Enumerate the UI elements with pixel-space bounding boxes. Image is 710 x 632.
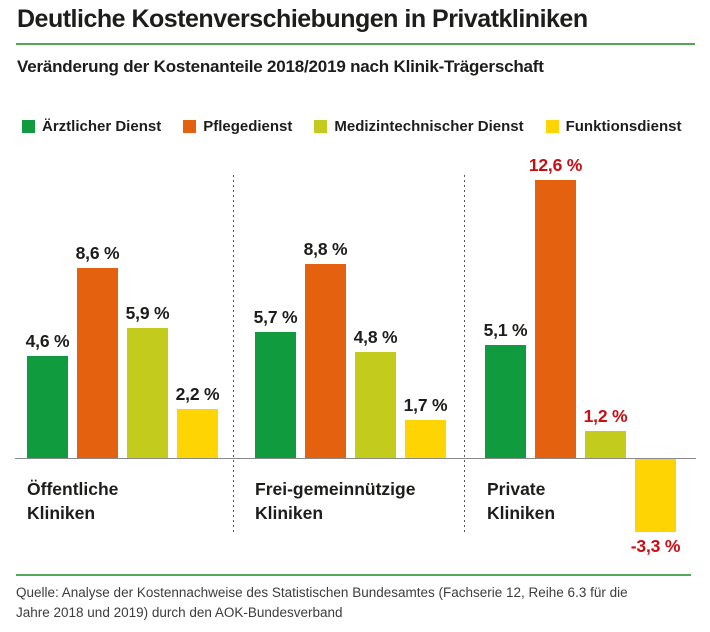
legend-swatch-orange xyxy=(183,120,197,133)
legend-item-medizintechnischer-dienst: Medizintechnischer Dienst xyxy=(314,118,524,135)
legend-item-pflegedienst: Pflegedienst xyxy=(183,118,292,135)
bar-value-label-pflegedienst-group2: 8,8 % xyxy=(303,239,348,259)
group-label-frei-gemeinnuetzige-kliniken: Frei-gemeinnützige Kliniken xyxy=(255,479,416,523)
chart-baseline xyxy=(15,458,696,459)
bar-value-label-pflegedienst-group3: 12,6 % xyxy=(528,155,583,175)
bar-value-label-medizintechnischer-dienst-group1: 5,9 % xyxy=(125,303,170,323)
legend-swatch-yellow xyxy=(545,120,559,133)
chart-legend: Ärztlicher Dienst Pflegedienst Medizinte… xyxy=(22,118,681,135)
bar-medizintechnischer-dienst-group3 xyxy=(585,431,626,458)
group-label-oeffentliche-kliniken: Öffentliche Kliniken xyxy=(27,479,119,523)
chart-subtitle: Veränderung der Kostenanteile 2018/2019 … xyxy=(17,57,544,76)
source-note-line1: Quelle: Analyse der Kostennachweise des … xyxy=(16,585,628,600)
legend-swatch-green xyxy=(22,120,35,133)
bar-funktionsdienst-group2 xyxy=(405,420,446,458)
bar-medizintechnischer-dienst-group2 xyxy=(355,352,396,458)
title-divider-line xyxy=(16,43,695,45)
bar-value-label-aerztlicher-dienst-group3: 5,1 % xyxy=(483,320,528,340)
legend-swatch-yellow-green xyxy=(314,120,328,133)
bar-pflegedienst-group2 xyxy=(305,264,346,458)
group-label-private-kliniken: Private Kliniken xyxy=(487,479,556,523)
legend-label: Pflegedienst xyxy=(203,118,293,135)
bar-pflegedienst-group1 xyxy=(77,268,118,458)
bar-pflegedienst-group3 xyxy=(535,180,576,458)
bar-value-label-aerztlicher-dienst-group1: 4,6 % xyxy=(25,331,70,351)
bar-value-label-medizintechnischer-dienst-group3: 1,2 % xyxy=(583,406,628,426)
bar-aerztlicher-dienst-group1 xyxy=(27,356,68,458)
bar-funktionsdienst-group1 xyxy=(177,409,218,458)
group-separator-dotted-line xyxy=(233,175,234,535)
legend-item-funktionsdienst: Funktionsdienst xyxy=(545,118,682,135)
bar-funktionsdienst-group3 xyxy=(635,459,676,532)
legend-item-aerztlicher-dienst: Ärztlicher Dienst xyxy=(22,118,161,135)
bar-value-label-funktionsdienst-group2: 1,7 % xyxy=(403,395,448,415)
bar-value-label-funktionsdienst-group1: 2,2 % xyxy=(175,384,220,404)
bar-medizintechnischer-dienst-group1 xyxy=(127,328,168,458)
group-separator-dotted-line xyxy=(464,175,465,535)
bar-value-label-funktionsdienst-group3: -3,3 % xyxy=(630,536,681,556)
legend-label: Funktionsdienst xyxy=(565,118,682,135)
source-note-line2: Jahre 2018 und 2019) durch den AOK-Bunde… xyxy=(16,605,343,620)
bar-aerztlicher-dienst-group2 xyxy=(255,332,296,458)
bar-aerztlicher-dienst-group3 xyxy=(485,345,526,458)
source-note: Quelle: Analyse der Kostennachweise des … xyxy=(16,583,628,623)
bar-value-label-pflegedienst-group1: 8,6 % xyxy=(75,243,120,263)
bar-value-label-medizintechnischer-dienst-group2: 4,8 % xyxy=(353,327,398,347)
footer-divider-line xyxy=(16,574,691,576)
legend-label: Ärztlicher Dienst xyxy=(42,118,162,135)
page-title: Deutliche Kostenverschiebungen in Privat… xyxy=(17,5,588,33)
bar-value-label-aerztlicher-dienst-group2: 5,7 % xyxy=(253,307,298,327)
legend-label: Medizintechnischer Dienst xyxy=(334,118,524,135)
